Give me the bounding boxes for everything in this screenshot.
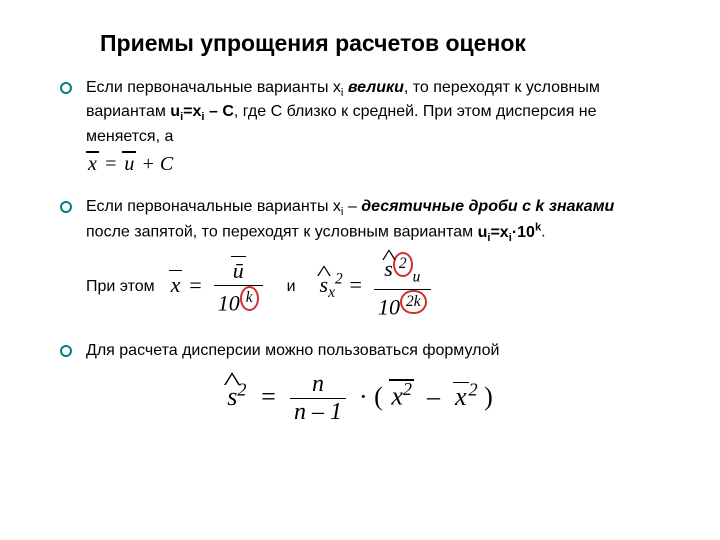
bullet-marker-icon <box>60 201 72 213</box>
formula-sx2-frac: sx2 = s2u 102k <box>320 252 431 322</box>
bullet-2: Если первоначальные варианты xi – десяти… <box>60 196 660 321</box>
bullet-3-text: Для расчета дисперсии можно пользоваться… <box>86 340 660 362</box>
formula-xbar-frac: x = ū 10k <box>169 256 263 319</box>
bullet-1: Если первоначальные варианты xi велики, … <box>60 77 660 178</box>
bullet-marker-icon <box>60 82 72 94</box>
formula-xbar-ubar-c: x = u + C <box>86 151 173 178</box>
slide-title: Приемы упрощения расчетов оценок <box>100 30 660 57</box>
bullet-3: Для расчета дисперсии можно пользоваться… <box>60 340 660 362</box>
main-equation: s2 = n n – 1 · ( x2 – x2 ) <box>60 371 660 426</box>
bullet-2-text: Если первоначальные варианты xi – десяти… <box>86 196 660 321</box>
bullet-1-text: Если первоначальные варианты xi велики, … <box>86 77 660 178</box>
bullet-2-conj: и <box>287 276 296 298</box>
bullet-marker-icon <box>60 345 72 357</box>
bullet-2-line2: При этом <box>86 276 155 298</box>
